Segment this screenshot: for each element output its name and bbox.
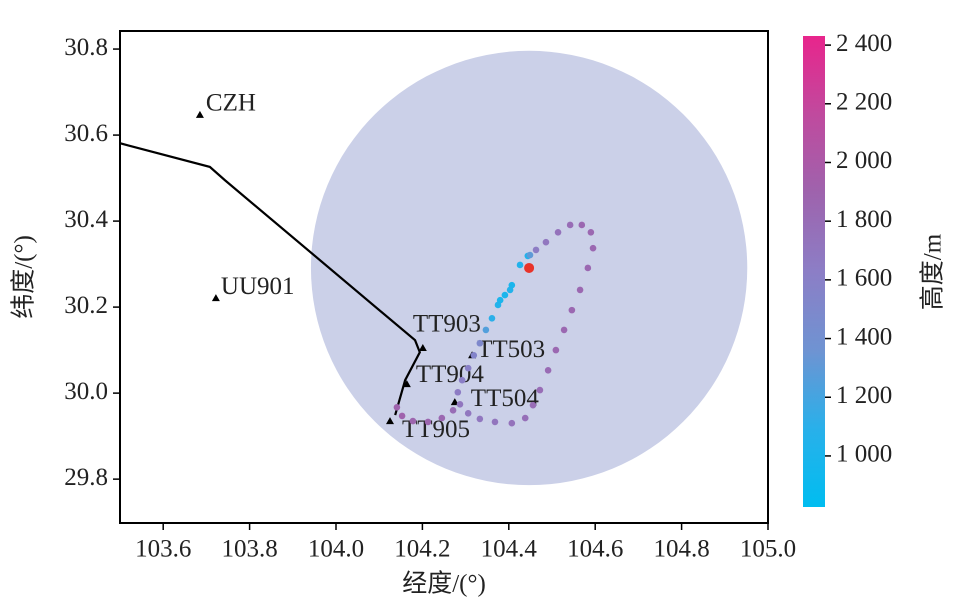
track-point [521,414,529,422]
track-point [491,418,499,426]
station-marker [211,294,220,302]
track-point [393,404,401,411]
track-point [526,251,534,259]
y-tick-label: 30.6 [64,120,108,147]
colorbar-label: 高度/m [919,233,947,310]
track-point [398,412,406,420]
y-tick-label: 30.2 [64,292,108,319]
station-label: TT503 [477,336,545,363]
y-tick-label: 30.8 [64,34,108,61]
track-point [409,417,417,425]
track-point [576,286,584,294]
track-point [456,401,464,408]
track-point [516,261,524,269]
x-tick-label: 104.0 [308,536,364,563]
y-tick-label: 29.8 [64,464,108,491]
radar-site [524,262,535,273]
colorbar-tick-label: 1 800 [836,206,892,233]
track-point [578,221,586,229]
track-point [560,326,568,334]
x-tick-label: 104.4 [481,536,538,563]
track-point [552,346,560,354]
track-point [542,238,550,246]
track-point [544,367,552,374]
track-point [458,376,466,384]
track-point [536,386,544,394]
station-marker [195,110,204,118]
x-tick-label: 103.8 [221,536,277,563]
track-point [529,401,537,409]
track-point [566,221,574,229]
station-label: TT904 [416,361,485,388]
x-tick-label: 104.6 [567,536,623,563]
track-point [589,244,597,252]
track-point [568,306,576,314]
x-tick-label: 104.8 [653,536,709,563]
track-point [554,228,562,236]
station-marker [402,380,411,388]
station-marker [450,398,459,406]
track-point [449,407,457,414]
track-point [476,339,484,347]
y-tick-label: 30.0 [64,378,108,405]
track-point [506,286,514,294]
track-point [438,414,446,422]
track-point [482,326,490,334]
track-point [476,415,484,423]
station-label: UU901 [221,273,295,300]
flight-track [120,142,422,416]
track-point [501,291,509,299]
track-point [454,388,462,396]
colorbar-tick-label: 2 400 [836,30,892,57]
track-point [587,228,595,236]
colorbar [803,36,825,507]
x-axis-label: 经度/(°) [402,570,486,598]
station-marker [386,417,394,425]
y-tick-label: 30.4 [64,206,108,233]
x-tick-label: 103.6 [135,536,191,563]
colorbar-tick-label: 1 200 [836,382,892,409]
colorbar-tick-label: 2 000 [836,147,892,174]
station-label: CZH [206,90,256,117]
track-point [488,314,496,322]
y-axis-label: 纬度/(°) [10,235,38,319]
track-point [464,364,472,372]
colorbar-tick-label: 1 600 [836,265,892,292]
track-point [496,296,504,304]
station-marker [418,343,427,351]
track-point [470,351,478,359]
track-point [532,246,540,254]
colorbar-tick-label: 1 000 [836,441,892,468]
station-label: TT504 [471,385,540,412]
track-point [464,410,472,417]
station-label: TT903 [413,311,481,338]
track-point [508,419,516,427]
axes-frame [119,30,769,524]
track-point [424,418,432,426]
x-tick-label: 105.0 [740,536,796,563]
x-tick-label: 104.2 [394,536,450,563]
colorbar-tick-label: 1 400 [836,323,892,350]
colorbar-tick-label: 2 200 [836,89,892,116]
track-point [584,264,592,272]
